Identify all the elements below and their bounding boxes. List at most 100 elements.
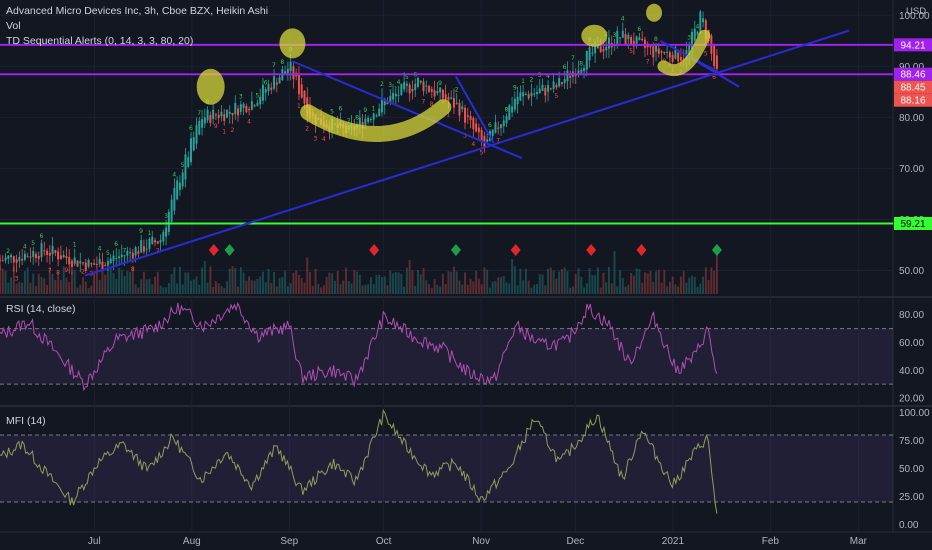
candle-body: [530, 92, 533, 97]
candle-body: [599, 46, 602, 53]
candle-body: [115, 257, 118, 259]
candle-body: [126, 250, 129, 256]
volume-bar: [668, 281, 671, 294]
mfi-tick-label: 0.00: [899, 520, 919, 531]
candle-body: [264, 89, 267, 93]
td-count-digit: 5: [330, 108, 334, 115]
volume-bar: [112, 273, 115, 294]
volume-bar: [356, 271, 359, 294]
candle-body: [358, 117, 361, 127]
volume-bar: [43, 278, 46, 294]
volume-bar: [320, 287, 323, 294]
trend-lines[interactable]: [84, 29, 850, 277]
candle-body: [691, 31, 693, 50]
candle-body: [131, 252, 134, 259]
volume-bar: [284, 270, 287, 294]
highlight-smile: [300, 99, 452, 143]
candle-body: [397, 94, 400, 96]
volume-bar: [715, 247, 718, 294]
volume-bar: [713, 270, 716, 294]
candle-body: [555, 85, 558, 88]
volume-bar: [115, 278, 118, 294]
volume-bar: [21, 282, 24, 294]
candle-body: [588, 47, 591, 61]
mfi-pane[interactable]: [0, 408, 893, 514]
volume-bar: [234, 267, 237, 294]
candle-body: [494, 122, 497, 133]
volume-bar: [458, 280, 461, 294]
signal-diamond-buy: [711, 244, 722, 256]
volume-bar: [497, 277, 500, 294]
volume-bar: [400, 273, 403, 294]
candle-body: [101, 261, 104, 269]
candle-body: [364, 118, 367, 126]
td-count-digit: 2: [529, 77, 533, 84]
td-count-digit: 5: [405, 74, 409, 81]
volume-bar: [123, 275, 126, 294]
candle-body: [411, 88, 414, 92]
volume-bar: [273, 271, 275, 294]
td-count-digit: 2: [455, 86, 459, 93]
candle-body: [35, 253, 37, 258]
candle-body: [666, 51, 669, 53]
candle-body: [497, 127, 500, 129]
currency-label: USD: [906, 6, 927, 17]
candle-body: [560, 82, 563, 85]
candle-body: [261, 84, 264, 101]
candle-body: [430, 88, 433, 92]
volume-bar: [693, 276, 696, 294]
volume-bar: [441, 273, 444, 294]
candle-body: [165, 227, 168, 237]
candle-body: [148, 238, 151, 249]
candle-body: [671, 54, 674, 63]
volume-bar: [450, 271, 453, 294]
candle-body: [267, 84, 270, 91]
candle-body: [577, 70, 580, 76]
candle-body: [505, 116, 508, 124]
candle-body: [679, 57, 682, 61]
highlighter-drawings[interactable]: [196, 3, 711, 143]
price-tick-label: 50.00: [899, 266, 924, 277]
volume-bar: [486, 269, 489, 294]
candle-body: [699, 11, 702, 34]
candle-body: [98, 259, 101, 265]
horizontal-lines[interactable]: [0, 43, 893, 225]
volume-bar: [270, 283, 273, 294]
x-tick-label: Feb: [762, 536, 780, 547]
volume-bar: [677, 286, 680, 294]
volume-bar: [106, 268, 109, 294]
volume-bar: [142, 271, 145, 294]
x-tick-label: Dec: [567, 536, 585, 547]
candle-body: [621, 30, 624, 38]
candle-body: [516, 96, 519, 105]
candle-body: [657, 48, 660, 54]
volume-bar: [151, 284, 154, 294]
volume-bar: [187, 272, 190, 294]
volume-bar: [131, 266, 134, 294]
volume-bar: [632, 275, 635, 294]
candle-body: [627, 34, 630, 40]
candle-body: [400, 83, 403, 95]
volume-bar: [29, 282, 32, 294]
volume-bar: [203, 261, 206, 294]
rsi-pane[interactable]: [0, 301, 893, 392]
td-count-digit: 6: [338, 105, 342, 112]
candle-body: [214, 114, 217, 116]
td-count-digit: 9: [363, 107, 367, 114]
volume-bar: [57, 271, 60, 294]
volume-bar: [375, 275, 378, 294]
volume-bar: [635, 268, 638, 294]
volume-bar: [239, 267, 242, 294]
candle-body: [51, 245, 54, 255]
candle-body: [217, 114, 220, 119]
candle-body: [109, 258, 112, 264]
volume-bar: [444, 283, 447, 294]
volume-bar: [73, 269, 76, 294]
candle-body: [386, 102, 389, 104]
candle-body: [441, 89, 444, 99]
candle-body: [375, 115, 378, 117]
volume-bar: [638, 269, 641, 294]
candle-body: [563, 79, 566, 84]
candle-body: [286, 68, 289, 74]
